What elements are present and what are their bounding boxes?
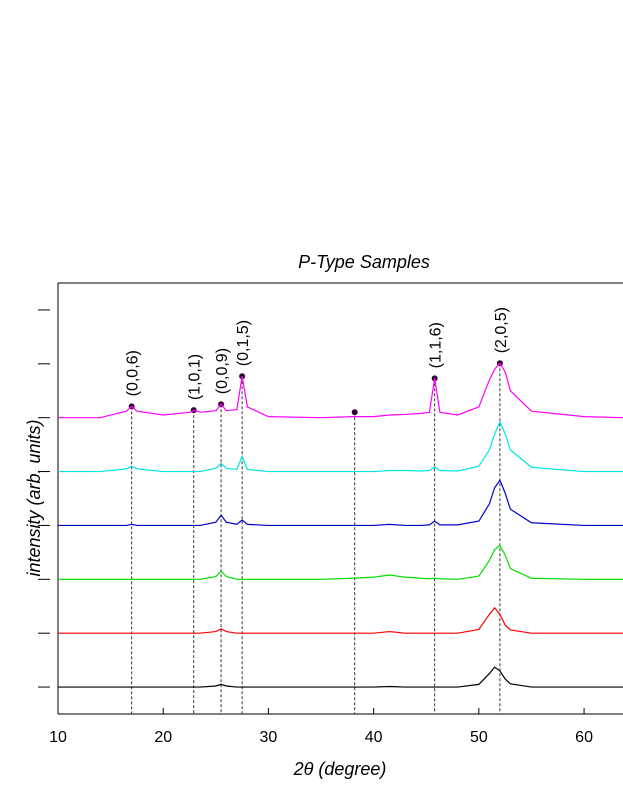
- x-tick-label: 50: [470, 729, 488, 746]
- chart-title: P-Type Samples: [298, 252, 430, 272]
- x-tick-label: 10: [49, 729, 67, 746]
- x-tick-label: 60: [575, 729, 593, 746]
- series-line: [58, 362, 623, 419]
- peak-label: (0,1,5): [235, 320, 252, 366]
- x-tick-label: 40: [365, 729, 383, 746]
- x-tick-label: 30: [260, 729, 278, 746]
- series-line: [58, 420, 623, 473]
- peak-label: (1,0,1): [187, 354, 204, 400]
- series-line: [58, 666, 623, 688]
- peak-label: (2,0,5): [493, 307, 510, 353]
- series-line: [58, 606, 623, 634]
- x-tick-label: 20: [154, 729, 172, 746]
- y-axis-label: intensity (arb. units): [24, 419, 44, 576]
- x-axis-label: 2θ (degree): [293, 759, 387, 779]
- peak-label: (1,1,6): [428, 322, 445, 368]
- peak-label: (0,0,9): [214, 348, 231, 394]
- series-line: [58, 544, 623, 580]
- series-line: [58, 478, 623, 527]
- peak-dot: [351, 409, 358, 416]
- peak-label: (0,0,6): [125, 350, 142, 396]
